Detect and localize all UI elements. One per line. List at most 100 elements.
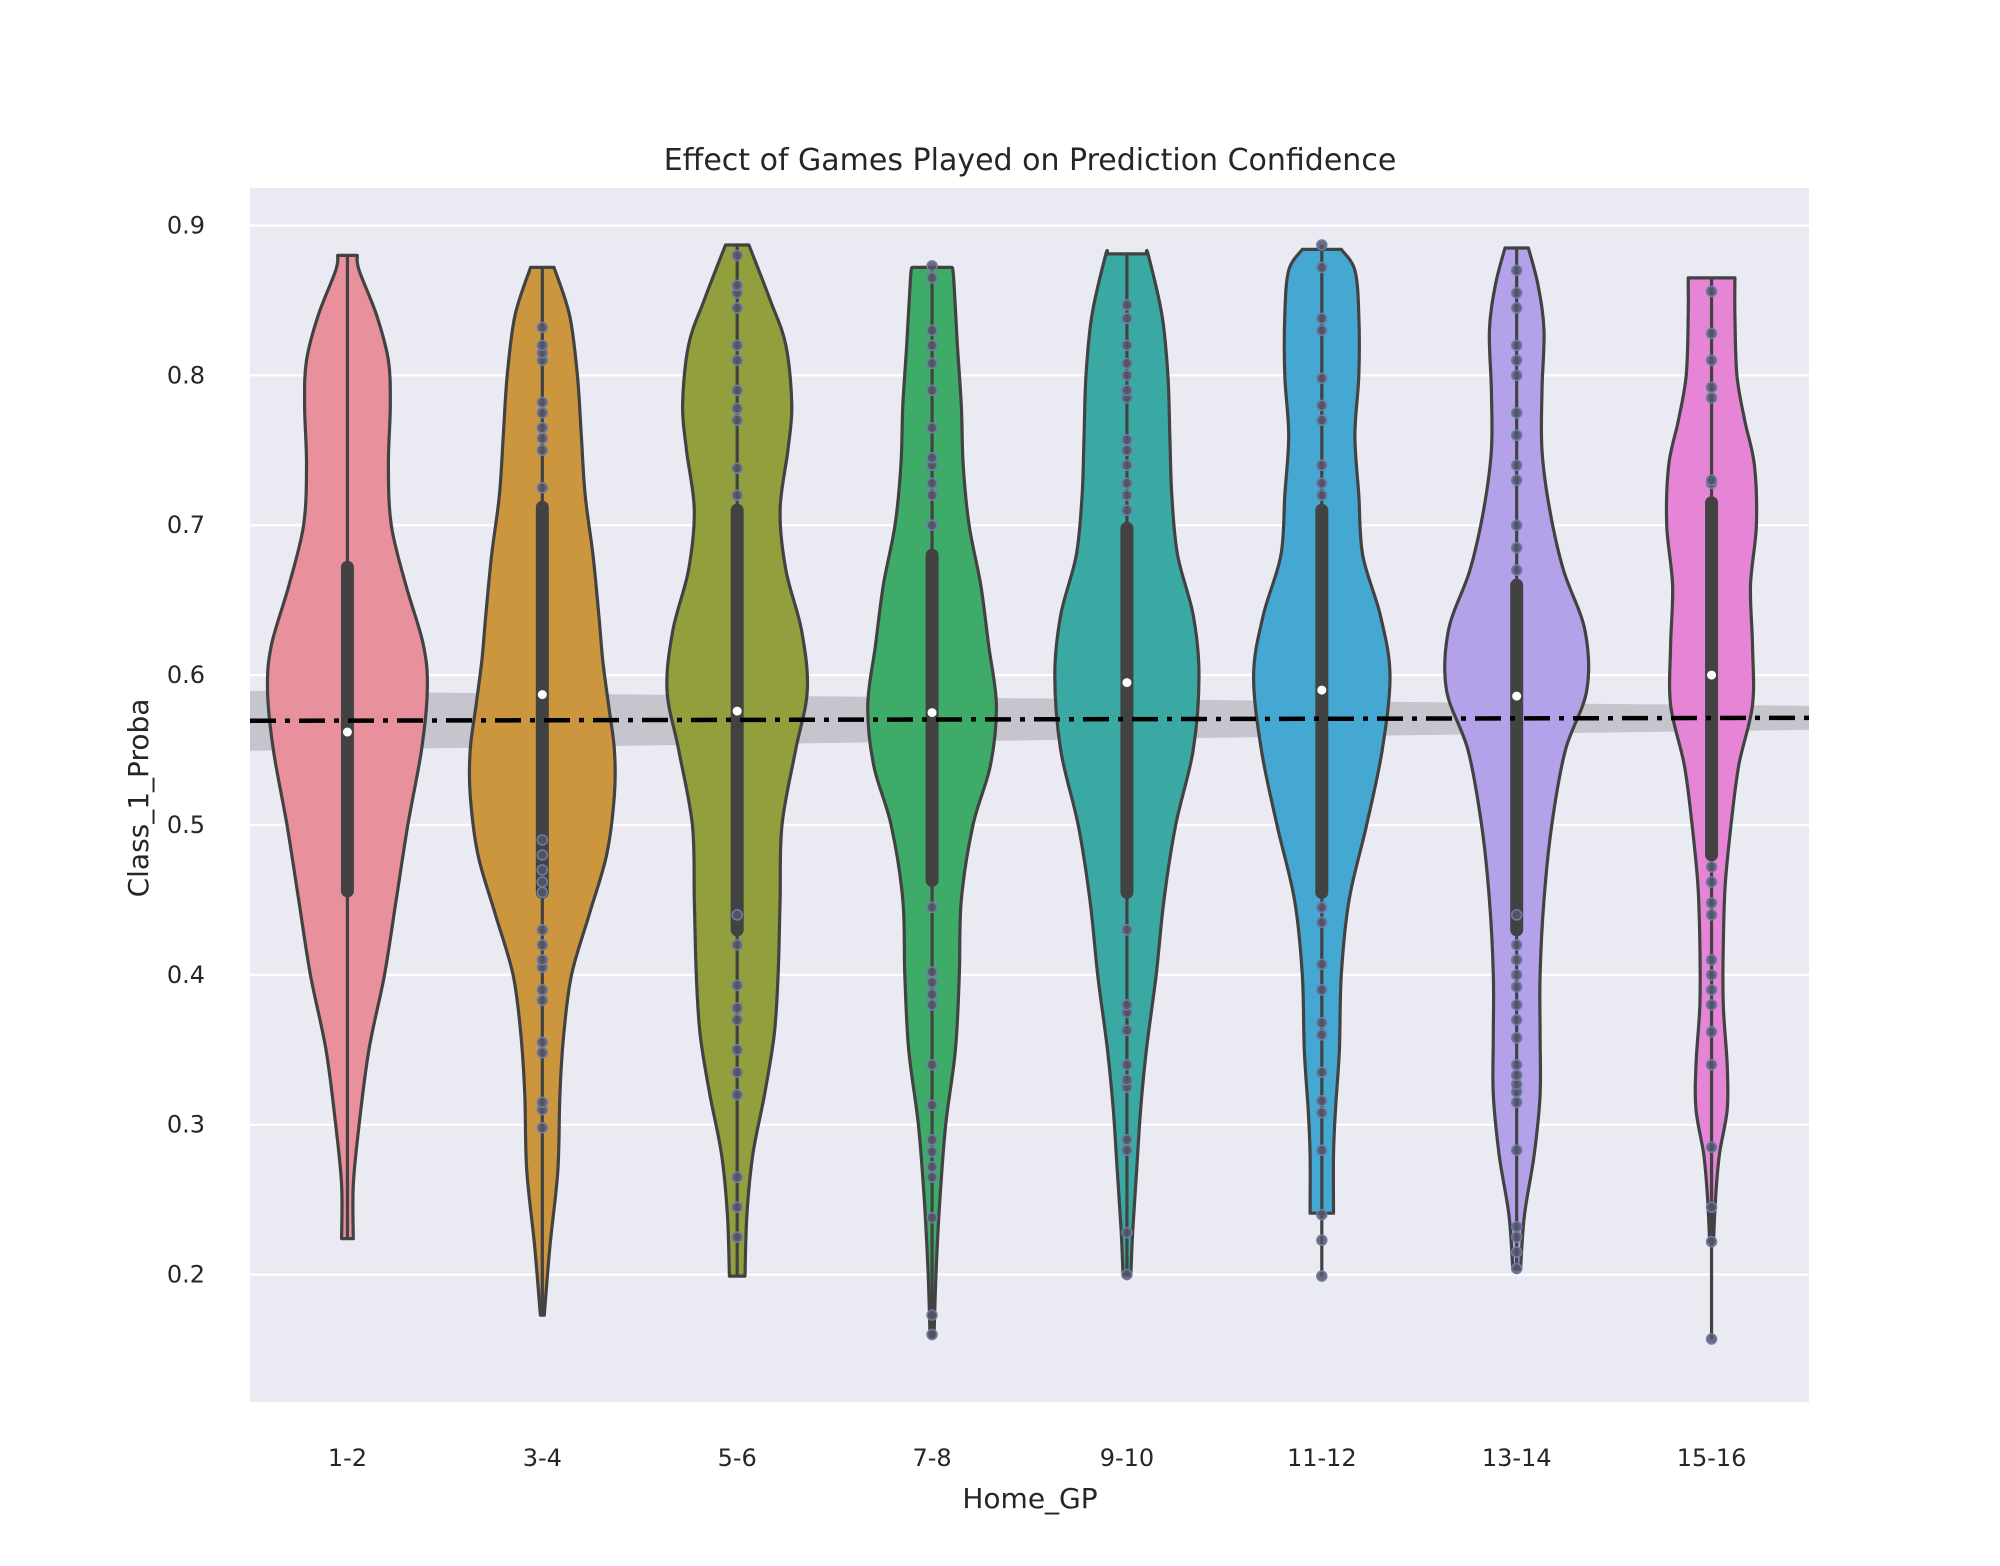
violin-median [1512,691,1522,701]
strip-point [1705,1333,1718,1345]
strip-point [536,864,549,876]
strip-point [1705,897,1718,909]
strip-point [1316,1208,1328,1221]
strip-point [1121,1074,1133,1086]
strip-point [1121,384,1133,397]
strip-point [1510,302,1523,314]
strip-point [1121,1059,1133,1071]
strip-point [1121,489,1133,501]
strip-point [1705,861,1718,873]
strip-point [536,396,549,409]
strip-point [1316,1106,1328,1119]
strip-point [1705,1026,1718,1038]
strip-point [926,357,938,370]
strip-point [731,1089,743,1101]
strip-point [731,414,743,427]
strip-point [536,432,549,445]
violin-group [1443,246,1591,1275]
strip-point [536,924,549,936]
x-tick-label: 13-14 [1482,1444,1552,1472]
strip-point [926,324,938,337]
strip-point [1510,369,1523,382]
strip-point [536,1096,549,1108]
violins [265,239,1759,1345]
strip-point [1510,1144,1523,1156]
strip-point [1705,969,1718,981]
strip-point [536,1121,549,1134]
strip-point [1510,459,1523,472]
strip-point [731,1014,743,1026]
strip-point [1510,939,1523,951]
strip-point [1121,357,1133,370]
violin-median [732,706,742,716]
strip-point [536,954,549,966]
chart-title: Effect of Games Played on Prediction Con… [664,143,1397,178]
strip-point [536,482,549,494]
regression-line [249,715,1810,724]
strip-point [1121,339,1133,352]
strip-point [926,1099,938,1111]
strip-point [1510,519,1523,531]
x-tick-label: 1-2 [328,1444,367,1472]
strip-point [1121,434,1133,446]
strip-point [731,909,743,921]
strip-point [1510,969,1523,981]
x-axis-title: Home_GP [962,1482,1097,1515]
strip-point [1510,1014,1523,1026]
strip-point [731,1066,743,1079]
strip-point [1510,1096,1523,1108]
violin-median [1122,678,1132,688]
strip-point [536,994,549,1007]
strip-point [1510,287,1523,299]
strip-point [1510,339,1523,352]
strip-point [536,984,549,996]
strip-point [1316,916,1328,929]
strip-point [1316,312,1328,325]
y-tick-labels: 0.2 0.3 0.4 0.5 0.6 0.7 0.8 0.9 [167,211,205,1288]
strip-point [536,849,549,861]
strip-point [926,1171,938,1183]
violin-median [537,690,547,700]
strip-point [1705,1201,1718,1213]
strip-point [926,272,938,284]
strip-point [731,489,743,501]
strip-point [1121,459,1133,472]
strip-point [926,260,938,272]
strip-point [1510,407,1523,419]
strip-point [1705,999,1718,1011]
strip-point [1121,1024,1133,1037]
strip-point [1121,1144,1133,1156]
strip-point [1121,1268,1133,1281]
strip-point [1121,312,1133,325]
strip-point [926,966,938,978]
violin-group [866,260,999,1341]
strip-point [536,886,549,899]
x-tick-labels: 1-2 3-4 5-6 7-8 9-10 11-12 13-14 15-16 [328,1444,1747,1472]
strip-point [536,422,549,434]
violin-median [1707,670,1717,680]
strip-point [731,384,743,397]
regression-ci-band-area [250,690,1809,751]
violin-median [927,708,937,718]
strip-point [1705,909,1718,921]
strip-point [1510,564,1523,576]
strip-point [731,1002,743,1014]
y-tick-label: 0.3 [167,1111,205,1139]
strip-point [1705,1141,1718,1153]
strip-point [926,1211,938,1224]
strip-point [536,444,549,457]
strip-point [536,1036,549,1049]
strip-point [1705,392,1718,404]
strip-point [536,834,549,846]
strip-point [1705,285,1718,298]
strip-point [1316,1066,1328,1079]
strip-point [1316,1144,1328,1156]
strip-point [731,979,743,992]
violin-median [1317,685,1327,695]
strip-point [926,1160,938,1173]
x-tick-label: 5-6 [718,1444,757,1472]
strip-point [1121,504,1133,516]
y-tick-label: 0.8 [167,361,205,389]
strip-point [1316,372,1328,385]
strip-point [1316,261,1328,274]
